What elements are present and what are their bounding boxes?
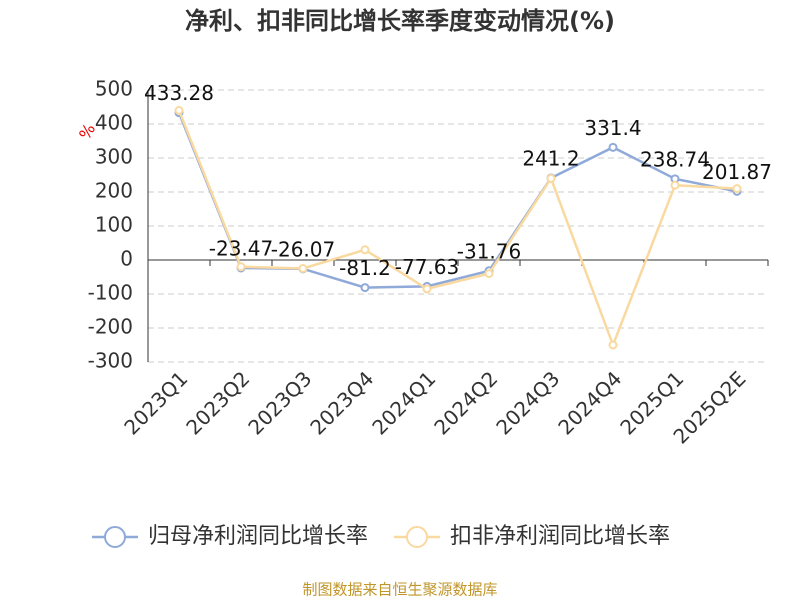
data-label: 201.87 xyxy=(702,160,772,184)
data-point xyxy=(422,284,432,294)
x-tick-label: 2023Q3 xyxy=(243,366,316,439)
data-label: 331.4 xyxy=(584,116,641,140)
y-tick-label: 400 xyxy=(95,111,133,135)
y-tick-label: 300 xyxy=(95,145,133,169)
chart-title: 净利、扣非同比增长率季度变动情况(%) xyxy=(185,7,615,35)
data-point xyxy=(608,340,618,350)
data-label: 241.2 xyxy=(522,146,579,170)
data-point xyxy=(360,245,370,255)
y-tick-label: 500 xyxy=(95,77,133,101)
data-point xyxy=(732,184,742,194)
x-tick-label: 2024Q1 xyxy=(367,366,440,439)
legend: 归母净利润同比增长率 扣非净利润同比增长率 xyxy=(92,524,670,549)
y-tick-label: 0 xyxy=(120,247,133,271)
y-tick-label: -300 xyxy=(88,349,133,373)
legend-label: 归母净利润同比增长率 xyxy=(148,524,368,549)
source-note: 制图数据来自恒生聚源数据库 xyxy=(302,581,497,599)
x-tick-label: 2024Q3 xyxy=(491,366,564,439)
legend-marker xyxy=(406,526,429,548)
legend-label: 扣非净利润同比增长率 xyxy=(450,524,670,549)
data-label: -77.63 xyxy=(395,255,459,279)
legend-marker xyxy=(104,526,126,548)
data-point xyxy=(236,262,246,272)
y-tick-label: -200 xyxy=(88,315,133,339)
data-label: -26.07 xyxy=(271,237,335,261)
x-tick-label: 2023Q4 xyxy=(305,366,378,439)
series-line xyxy=(177,109,738,349)
data-point xyxy=(484,269,494,279)
y-tick-label: -100 xyxy=(88,281,133,305)
data-label: 433.28 xyxy=(144,81,214,105)
data-point xyxy=(670,180,680,190)
data-point xyxy=(298,264,308,273)
x-tick-label: 2024Q2 xyxy=(429,366,502,439)
data-label: -23.47 xyxy=(209,236,273,260)
x-tick-label: 2023Q1 xyxy=(119,366,192,439)
data-point xyxy=(360,283,370,293)
y-tick-label: 100 xyxy=(95,213,133,237)
x-tick-label: 2023Q2 xyxy=(181,366,254,439)
data-label: -81.2 xyxy=(339,256,391,280)
x-tick-label: 2024Q4 xyxy=(553,366,626,439)
data-point xyxy=(608,142,618,152)
data-point xyxy=(174,105,184,115)
data-point xyxy=(546,173,556,183)
data-label: 238.74 xyxy=(640,147,710,171)
data-label: -31.76 xyxy=(457,239,521,263)
y-tick-label: 200 xyxy=(95,179,133,203)
